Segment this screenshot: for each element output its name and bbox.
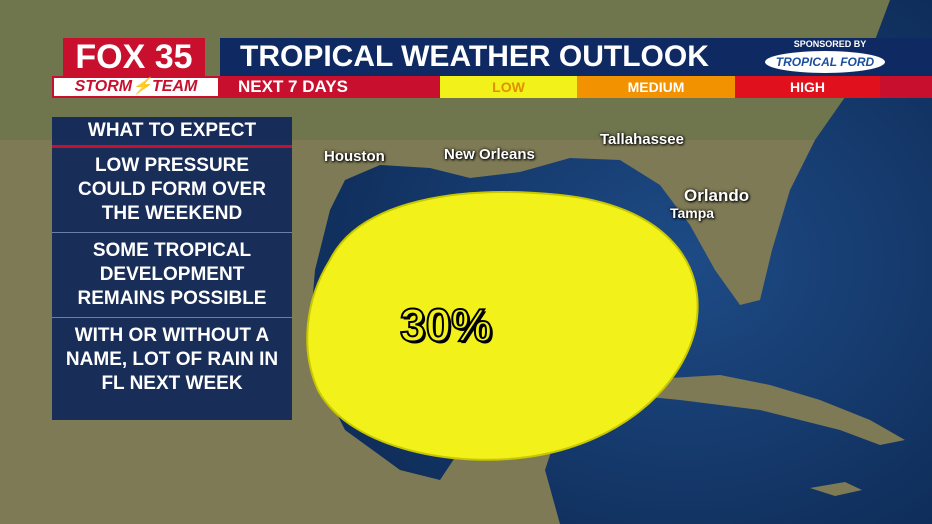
city-label: New Orleans (444, 146, 535, 163)
level-high: HIGH (735, 76, 880, 98)
city-label: Tallahassee (600, 131, 684, 148)
logo: FOX 35 (63, 38, 205, 76)
title-bar: TROPICAL WEATHER OUTLOOK SPONSORED BY TR… (220, 38, 932, 76)
cuba (630, 375, 905, 445)
city-label: Houston (324, 148, 385, 165)
city-label: Tampa (670, 205, 715, 221)
level-low: LOW (440, 76, 577, 98)
panel-item: LOW PRESSURE COULD FORM OVER THE WEEKEND (52, 148, 292, 233)
level-medium: MEDIUM (577, 76, 735, 98)
title: TROPICAL WEATHER OUTLOOK (240, 40, 709, 73)
island (810, 482, 862, 496)
panel-item: WITH OR WITHOUT A NAME, LOT OF RAIN IN F… (65, 325, 279, 394)
city-label: Orlando (684, 186, 750, 205)
sub-bar: NEXT 7 DAYS LOW MEDIUM HIGH (220, 76, 932, 98)
outlook-chance: 30% (399, 298, 493, 352)
sponsor-label: SPONSORED BY (793, 39, 867, 49)
info-panel: WHAT TO EXPECT LOW PRESSURE COULD FORM O… (52, 117, 292, 420)
sponsor-logo: TROPICAL FORD (765, 51, 885, 73)
team-logo: STORM⚡TEAM (52, 76, 220, 98)
period: NEXT 7 DAYS (238, 77, 348, 96)
panel-title: WHAT TO EXPECT (52, 117, 292, 148)
outlook-area (306, 191, 699, 461)
panel-item: SOME TROPICAL DEVELOPMENT REMAINS POSSIB… (52, 233, 292, 318)
